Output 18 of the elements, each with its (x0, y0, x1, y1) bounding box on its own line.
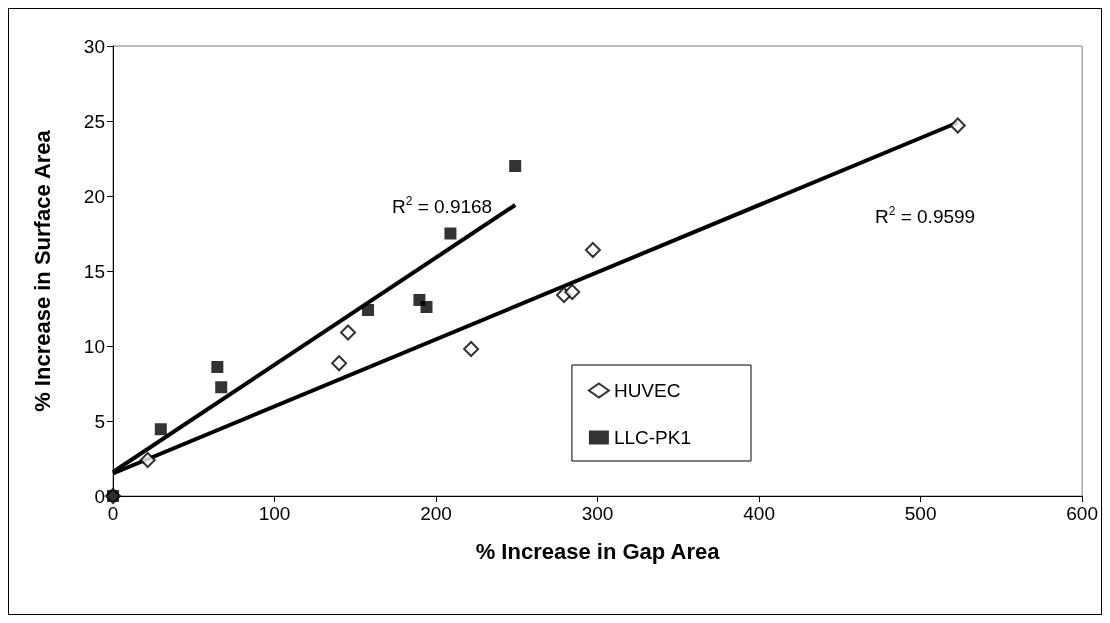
legend-label: LLC-PK1 (613, 427, 692, 448)
x-tick-label: 100 (258, 503, 291, 524)
y-axis-title: % Increase in Surface Area (29, 129, 55, 412)
x-tick-label: 300 (581, 503, 614, 524)
x-tick-label: 500 (904, 503, 937, 524)
y-tick-label: 25 (83, 110, 105, 132)
x-axis-title: % Increase in Gap Area (475, 538, 721, 564)
y-tick-label: 10 (83, 335, 105, 357)
x-tick-label: 0 (107, 503, 119, 524)
x-tick-label: 400 (743, 503, 775, 524)
y-tick-label: 5 (94, 410, 105, 432)
y-tick-label: 15 (83, 260, 105, 282)
x-tick-label: 200 (420, 503, 452, 524)
y-tick-label: 0 (94, 485, 105, 507)
legend-label: HUVEC (613, 380, 681, 401)
y-tick-label: 30 (83, 35, 105, 57)
y-tick-label: 20 (83, 185, 105, 207)
x-tick-label: 600 (1066, 503, 1098, 524)
